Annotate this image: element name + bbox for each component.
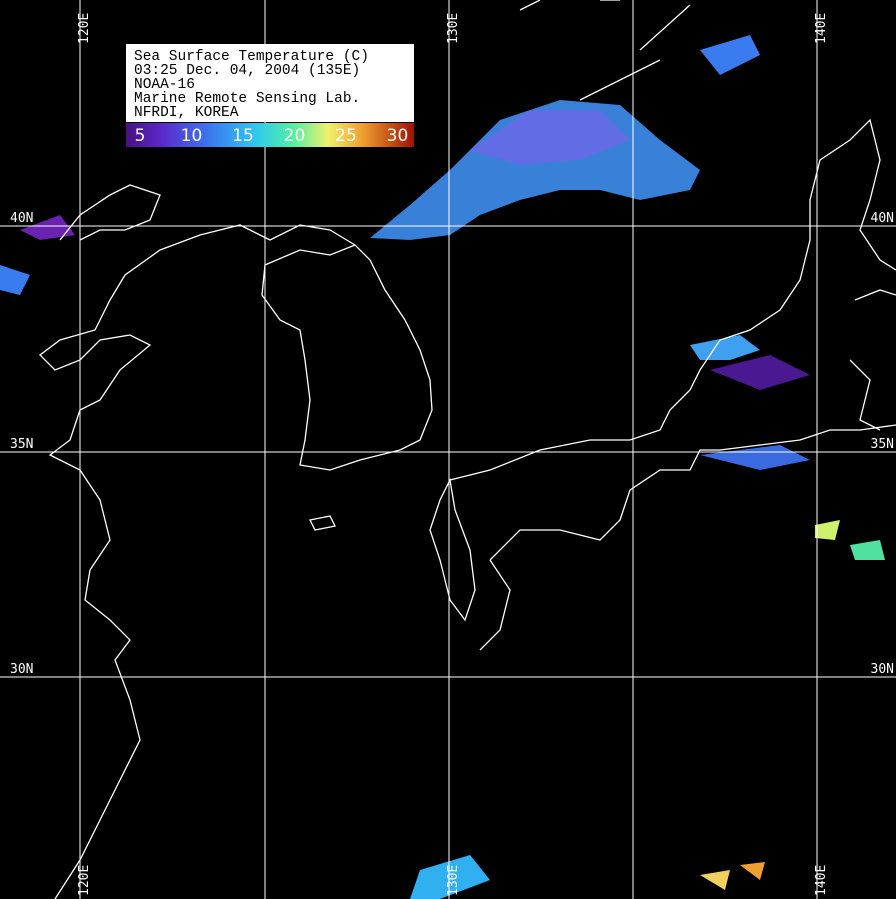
coastlines xyxy=(39,0,896,899)
scale-label: 10 xyxy=(181,126,203,146)
scale-label: 25 xyxy=(335,126,357,146)
longitude-label: 120E xyxy=(77,865,92,896)
latitude-label: 30N xyxy=(10,662,33,677)
legend-line: Sea Surface Temperature (C) xyxy=(134,49,369,65)
legend-line: NOAA-16 xyxy=(134,77,195,93)
longitude-label: 130E xyxy=(446,865,461,896)
legend-box xyxy=(126,44,414,122)
longitude-label: 130E xyxy=(446,13,461,44)
scale-label: 5 xyxy=(135,126,146,146)
longitude-label: 140E xyxy=(814,865,829,896)
color-scale: 5 10 15 20 25 30 xyxy=(135,126,409,146)
sst-patches xyxy=(0,35,885,899)
legend: Sea Surface Temperature (C)03:25 Dec. 04… xyxy=(126,44,414,147)
scale-label: 20 xyxy=(284,126,306,146)
latitude-label: 40N xyxy=(871,211,894,226)
scale-label: 30 xyxy=(387,126,409,146)
latitude-label: 40N xyxy=(10,211,33,226)
grid-labels: 120E 120E 130E 130E 140E 140E 40N 40N 35N 35N 30N 3… xyxy=(10,13,894,896)
legend-line: Marine Remote Sensing Lab. xyxy=(134,91,360,107)
longitude-label: 120E xyxy=(77,13,92,44)
scale-label: 15 xyxy=(232,126,254,146)
latitude-label: 35N xyxy=(10,437,33,452)
latitude-label: 35N xyxy=(871,437,894,452)
legend-lines: Sea Surface Temperature (C)03:25 Dec. 04… xyxy=(134,49,369,121)
color-bar xyxy=(126,123,414,147)
latitude-label: 30N xyxy=(871,662,894,677)
legend-line: 03:25 Dec. 04, 2004 (135E) xyxy=(134,63,360,79)
legend-line: NFRDI, KOREA xyxy=(134,105,239,121)
longitude-label: 140E xyxy=(814,13,829,44)
